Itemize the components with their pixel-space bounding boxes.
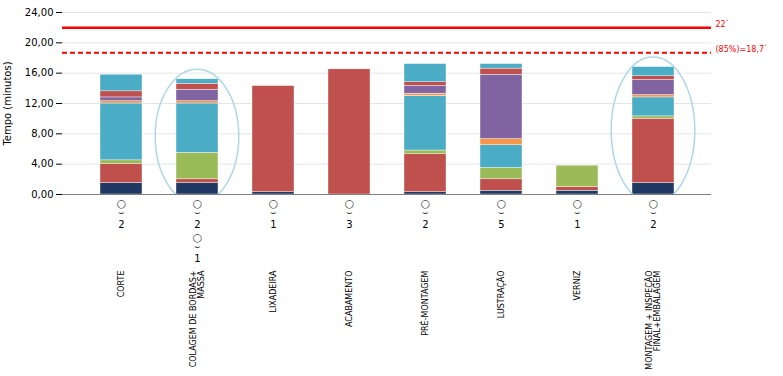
- svg-text:0,00: 0,00: [31, 189, 53, 200]
- svg-text:⌣: ⌣: [498, 207, 505, 218]
- svg-text:⌣: ⌣: [422, 207, 429, 218]
- svg-text:2: 2: [118, 219, 124, 230]
- svg-text:COLAGEM DE BORDAS+MASSA: COLAGEM DE BORDAS+MASSA: [189, 270, 206, 367]
- svg-text:(85%)=18,7`: (85%)=18,7`: [716, 44, 769, 54]
- svg-text:⌣: ⌣: [270, 207, 277, 218]
- svg-text:⌣: ⌣: [118, 207, 125, 218]
- svg-text:12,00: 12,00: [25, 98, 54, 109]
- svg-text:Tempo (minutos): Tempo (minutos): [2, 61, 13, 146]
- svg-text:⌣: ⌣: [650, 207, 657, 218]
- svg-text:8,00: 8,00: [31, 128, 53, 139]
- svg-text:2: 2: [422, 219, 428, 230]
- svg-text:1: 1: [194, 253, 200, 264]
- svg-text:⌣: ⌣: [574, 207, 581, 218]
- svg-text:3: 3: [346, 219, 352, 230]
- svg-text:20,00: 20,00: [25, 37, 54, 48]
- svg-text:2: 2: [650, 219, 656, 230]
- svg-text:5: 5: [498, 219, 504, 230]
- svg-text:CORTE: CORTE: [117, 271, 126, 298]
- svg-text:22`: 22`: [716, 19, 730, 29]
- svg-text:24,00: 24,00: [25, 7, 54, 18]
- svg-text:1: 1: [574, 219, 580, 230]
- svg-text:VERNIZ: VERNIZ: [573, 270, 582, 300]
- svg-text:16,00: 16,00: [25, 67, 54, 78]
- svg-text:2: 2: [194, 219, 200, 230]
- svg-text:⌣: ⌣: [346, 207, 353, 218]
- svg-text:LIXADEIRA: LIXADEIRA: [269, 270, 278, 313]
- svg-text:⌣: ⌣: [194, 207, 201, 218]
- svg-text:1: 1: [270, 219, 276, 230]
- svg-text:⌣: ⌣: [194, 241, 201, 252]
- svg-text:PRÉ-MONTAGEM: PRÉ-MONTAGEM: [419, 270, 430, 335]
- svg-text:LUSTRAÇÃO: LUSTRAÇÃO: [496, 271, 506, 319]
- svg-text:ACABAMENTO: ACABAMENTO: [345, 271, 354, 327]
- svg-text:MONTAGEM + INSPEÇÃOFINAL+EMBAL: MONTAGEM + INSPEÇÃOFINAL+EMBALAGEM: [644, 270, 662, 369]
- svg-text:4,00: 4,00: [31, 158, 53, 169]
